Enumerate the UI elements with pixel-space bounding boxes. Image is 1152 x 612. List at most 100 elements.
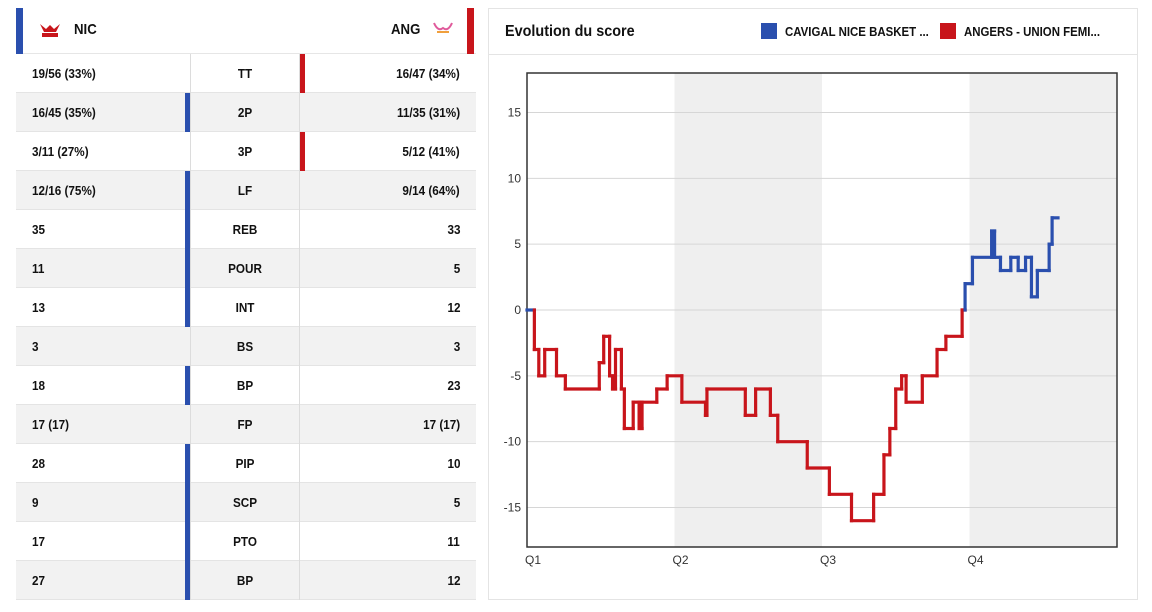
- stat-label: POUR: [228, 261, 262, 276]
- home-stat-value: 9: [32, 495, 39, 510]
- home-stat-value: 18: [32, 378, 46, 393]
- stats-row: 12/16 (75%) LF 9/14 (64%): [16, 171, 476, 210]
- away-stat-value: 11/35 (31%): [396, 105, 460, 120]
- legend-swatch-away: [940, 23, 956, 39]
- column-divider: [299, 171, 300, 210]
- team-stats-panel: NIC ANG 19/56 (33%) TT 16/47 (34%) 16/45 (3…: [16, 8, 476, 600]
- stats-row: 27 BP 12: [16, 561, 476, 600]
- legend-swatch-home: [761, 23, 777, 39]
- column-divider: [190, 405, 191, 444]
- stats-row: 11 POUR 5: [16, 249, 476, 288]
- away-stat-value: 10: [446, 456, 460, 471]
- stats-row: 13 INT 12: [16, 288, 476, 327]
- away-stat-value: 3: [453, 339, 460, 354]
- away-team-abbr: ANG: [390, 21, 420, 38]
- stat-label: INT: [235, 300, 255, 315]
- y-tick-label: 15: [508, 106, 522, 120]
- stat-label: FP: [237, 417, 253, 432]
- away-stat-value: 17 (17): [422, 417, 460, 432]
- away-stat-value: 5: [453, 261, 460, 276]
- home-leader-marker: [185, 249, 190, 288]
- away-stat-value: 5: [453, 495, 460, 510]
- home-leader-marker: [185, 561, 190, 600]
- stats-row: 35 REB 33: [16, 210, 476, 249]
- home-stat-value: 3: [32, 339, 39, 354]
- y-tick-label: -15: [504, 501, 522, 515]
- column-divider: [190, 522, 191, 561]
- home-leader-marker: [185, 444, 190, 483]
- score-evolution-chart: 15 10 5 0 -5 -10 -15 Q1 Q2 Q3 Q4: [504, 72, 1118, 567]
- stats-row: 28 PIP 10: [16, 444, 476, 483]
- away-stat-value: 12: [446, 573, 460, 588]
- x-tick-label: Q1: [525, 553, 541, 567]
- column-divider: [190, 249, 191, 288]
- stat-label: SCP: [232, 495, 258, 510]
- away-stat-value: 16/47 (34%): [396, 66, 460, 81]
- away-stat-value: 9/14 (64%): [402, 183, 460, 198]
- home-stat-value: 28: [32, 456, 46, 471]
- column-divider: [299, 444, 300, 483]
- stats-row: 3 BS 3: [16, 327, 476, 366]
- home-team-abbr: NIC: [74, 21, 97, 38]
- away-leader-marker: [300, 132, 305, 171]
- column-divider: [190, 366, 191, 405]
- legend-label-away: ANGERS - UNION FEMI...: [964, 24, 1101, 39]
- home-leader-marker: [185, 522, 190, 561]
- stat-label: BS: [236, 339, 254, 354]
- column-divider: [190, 171, 191, 210]
- stats-row: 17 PTO 11: [16, 522, 476, 561]
- home-leader-marker: [185, 93, 190, 132]
- y-tick-label: 5: [514, 237, 521, 251]
- legend-label-home: CAVIGAL NICE BASKET ...: [785, 24, 929, 39]
- column-divider: [299, 561, 300, 600]
- stats-row: 19/56 (33%) TT 16/47 (34%): [16, 54, 476, 93]
- stat-label: PIP: [235, 456, 255, 471]
- column-divider: [299, 327, 300, 366]
- y-tick-label: 10: [508, 171, 522, 185]
- column-divider: [190, 444, 191, 483]
- home-stat-value: 11: [32, 261, 45, 276]
- column-divider: [190, 210, 191, 249]
- home-stat-value: 13: [32, 300, 46, 315]
- angers-team-logo: [433, 22, 453, 33]
- column-divider: [299, 54, 300, 93]
- column-divider: [190, 327, 191, 366]
- column-divider: [190, 93, 191, 132]
- away-stat-value: 11: [447, 534, 460, 549]
- home-leader-marker: [185, 288, 190, 327]
- stat-label: 2P: [237, 105, 253, 120]
- column-divider: [299, 405, 300, 444]
- home-team-color-bar: [16, 8, 23, 54]
- stats-row: 18 BP 23: [16, 366, 476, 405]
- stat-label: BP: [236, 378, 254, 393]
- home-stat-value: 19/56 (33%): [32, 66, 96, 81]
- x-tick-label: Q2: [673, 553, 689, 567]
- away-stat-value: 23: [446, 378, 460, 393]
- chart-header: Evolution du score CAVIGAL NICE BASKET .…: [489, 9, 1137, 55]
- column-divider: [299, 210, 300, 249]
- stat-label: 3P: [237, 144, 253, 159]
- column-divider: [299, 522, 300, 561]
- column-divider: [190, 54, 191, 93]
- stats-table: 19/56 (33%) TT 16/47 (34%) 16/45 (35%) 2P 11/…: [16, 54, 476, 600]
- stat-label: REB: [232, 222, 258, 237]
- home-stat-value: 17 (17): [32, 417, 70, 432]
- stat-label: BP: [236, 573, 254, 588]
- home-leader-marker: [185, 171, 190, 210]
- stats-header: NIC ANG: [16, 8, 476, 54]
- x-tick-label: Q3: [820, 553, 836, 567]
- stat-label: PTO: [233, 534, 257, 549]
- home-leader-marker: [185, 210, 190, 249]
- nice-team-logo: [40, 24, 60, 37]
- home-stat-value: 3/11 (27%): [32, 144, 89, 159]
- home-stat-value: 35: [32, 222, 46, 237]
- away-team-color-bar: [467, 8, 474, 54]
- away-stat-value: 5/12 (41%): [402, 144, 460, 159]
- column-divider: [299, 249, 300, 288]
- column-divider: [299, 132, 300, 171]
- column-divider: [299, 288, 300, 327]
- home-leader-marker: [185, 366, 190, 405]
- column-divider: [299, 93, 300, 132]
- column-divider: [299, 366, 300, 405]
- column-divider: [190, 132, 191, 171]
